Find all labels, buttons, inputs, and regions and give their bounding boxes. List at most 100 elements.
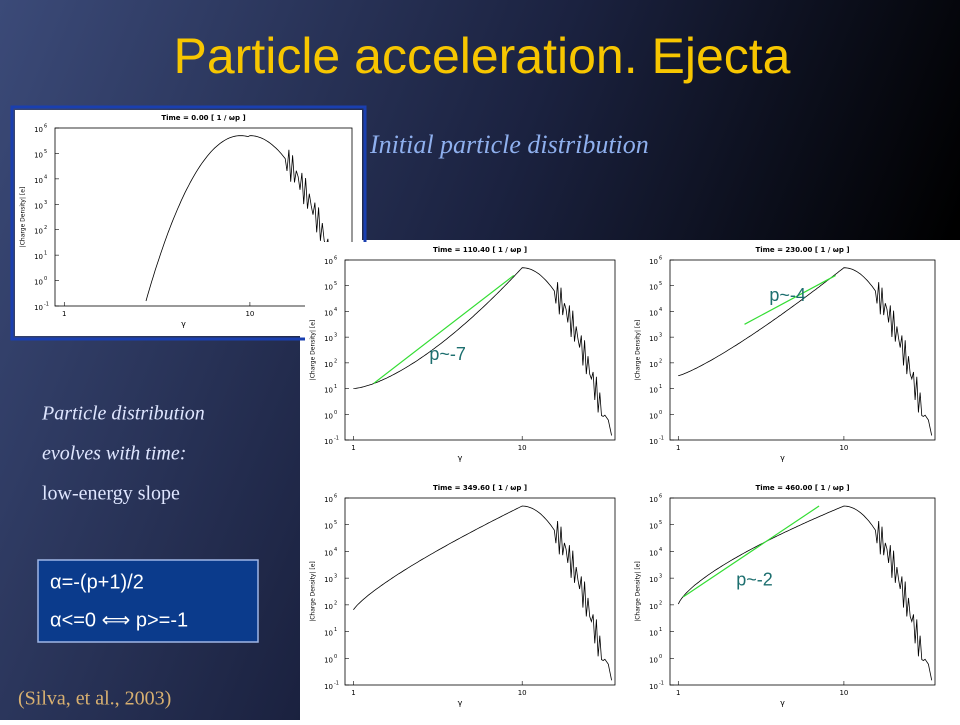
x-tick-label: 1 bbox=[676, 444, 680, 452]
y-tick-base: 10 bbox=[324, 603, 333, 611]
slope-line bbox=[682, 505, 820, 598]
plot-frame bbox=[669, 497, 936, 686]
y-tick-base: 10 bbox=[649, 258, 658, 266]
y-tick-base: 10 bbox=[649, 523, 658, 531]
y-tick-exponent: 0 bbox=[334, 410, 337, 416]
y-tick-base: 10 bbox=[34, 202, 43, 210]
plot-frame bbox=[669, 259, 936, 441]
y-tick-base: 10 bbox=[649, 496, 658, 504]
formula-line: α<=0 ⟺ p>=-1 bbox=[50, 609, 188, 631]
y-tick-exponent: 0 bbox=[44, 276, 47, 282]
distribution-curve bbox=[677, 505, 933, 681]
y-axis-label: |Charge Density| [e] bbox=[635, 320, 642, 381]
y-tick-exponent: 6 bbox=[334, 494, 337, 500]
formula-line: α=-(p+1)/2 bbox=[50, 571, 144, 593]
y-tick-exponent: 1 bbox=[334, 384, 337, 390]
y-tick-base: 10 bbox=[324, 523, 333, 531]
x-tick-label: 10 bbox=[518, 444, 527, 452]
y-tick-exponent: 4 bbox=[659, 307, 662, 313]
y-tick-base: 10 bbox=[324, 683, 333, 691]
y-tick-exponent: -1 bbox=[44, 302, 49, 308]
y-tick-base: 10 bbox=[649, 656, 658, 664]
plot-frame bbox=[54, 127, 353, 307]
y-tick-exponent: 5 bbox=[44, 149, 47, 155]
slope-label: p~-2 bbox=[736, 570, 773, 590]
y-tick-base: 10 bbox=[34, 279, 43, 287]
y-tick-exponent: 0 bbox=[334, 654, 337, 660]
plot-background bbox=[305, 480, 625, 715]
x-tick-label: 1 bbox=[351, 444, 355, 452]
plot-time: Time = 230.00 [ 1 / ωp ] bbox=[755, 246, 849, 254]
y-tick-base: 10 bbox=[324, 549, 333, 557]
y-tick-base: 10 bbox=[649, 438, 658, 446]
y-tick-base: 10 bbox=[649, 576, 658, 584]
slope-label: p~-4 bbox=[769, 285, 806, 305]
x-tick-label: 10 bbox=[839, 689, 848, 697]
description-line: evolves with time: bbox=[42, 443, 186, 465]
y-tick-exponent: 6 bbox=[44, 124, 47, 130]
slide-title: Particle acceleration. Ejecta bbox=[174, 28, 791, 84]
slope-label: p~-7 bbox=[429, 344, 466, 364]
y-tick-exponent: 4 bbox=[44, 174, 47, 180]
y-tick-base: 10 bbox=[324, 387, 333, 395]
y-tick-base: 10 bbox=[649, 683, 658, 691]
plot-time: Time = 110.40 [ 1 / ωp ] bbox=[433, 246, 527, 254]
y-tick-exponent: 2 bbox=[334, 600, 337, 606]
y-tick-exponent: 1 bbox=[659, 627, 662, 633]
y-tick-exponent: 5 bbox=[659, 520, 662, 526]
y-tick-exponent: 3 bbox=[659, 333, 662, 339]
description-line: low-energy slope bbox=[42, 483, 180, 505]
y-tick-exponent: 3 bbox=[659, 574, 662, 580]
y-tick-base: 10 bbox=[324, 412, 333, 420]
y-tick-exponent: 5 bbox=[659, 281, 662, 287]
y-tick-base: 10 bbox=[649, 361, 658, 369]
x-tick-label: 10 bbox=[518, 689, 527, 697]
y-tick-exponent: 0 bbox=[659, 654, 662, 660]
y-tick-base: 10 bbox=[649, 630, 658, 638]
y-tick-base: 10 bbox=[324, 361, 333, 369]
y-tick-exponent: 4 bbox=[334, 307, 337, 313]
x-tick-label: 1 bbox=[351, 689, 355, 697]
slope-line bbox=[373, 274, 515, 384]
y-tick-base: 10 bbox=[324, 496, 333, 504]
y-tick-base: 10 bbox=[324, 284, 333, 292]
x-axis-label: γ bbox=[458, 454, 463, 463]
y-tick-base: 10 bbox=[324, 309, 333, 317]
description-line: Particle distribution bbox=[41, 403, 205, 425]
y-tick-exponent: 0 bbox=[659, 410, 662, 416]
y-tick-base: 10 bbox=[649, 603, 658, 611]
y-tick-base: 10 bbox=[34, 228, 43, 236]
y-tick-exponent: -1 bbox=[659, 681, 664, 687]
y-tick-base: 10 bbox=[324, 656, 333, 664]
y-tick-exponent: -1 bbox=[334, 436, 339, 442]
y-tick-base: 10 bbox=[324, 438, 333, 446]
plot-time: Time = 460.00 [ 1 / ωp ] bbox=[755, 484, 849, 492]
y-tick-exponent: 1 bbox=[334, 627, 337, 633]
x-axis-label: γ bbox=[181, 320, 186, 329]
y-tick-base: 10 bbox=[34, 151, 43, 159]
distribution-curve bbox=[678, 267, 933, 436]
y-tick-exponent: 2 bbox=[659, 600, 662, 606]
x-tick-label: 1 bbox=[676, 689, 680, 697]
y-tick-exponent: 5 bbox=[334, 520, 337, 526]
y-tick-exponent: 4 bbox=[334, 547, 337, 553]
citation: (Silva, et al., 2003) bbox=[18, 688, 171, 710]
x-axis-label: γ bbox=[458, 699, 463, 708]
y-tick-base: 10 bbox=[649, 335, 658, 343]
x-tick-label: 10 bbox=[839, 444, 848, 452]
plot-background bbox=[630, 480, 945, 715]
plot-frame bbox=[344, 497, 616, 686]
distribution-curve bbox=[353, 505, 612, 681]
y-tick-base: 10 bbox=[324, 258, 333, 266]
y-tick-base: 10 bbox=[34, 177, 43, 185]
y-tick-exponent: 5 bbox=[334, 281, 337, 287]
formula-box bbox=[37, 559, 259, 643]
plot-background bbox=[630, 242, 945, 470]
distribution-curve bbox=[145, 135, 349, 302]
y-tick-exponent: 6 bbox=[659, 256, 662, 262]
